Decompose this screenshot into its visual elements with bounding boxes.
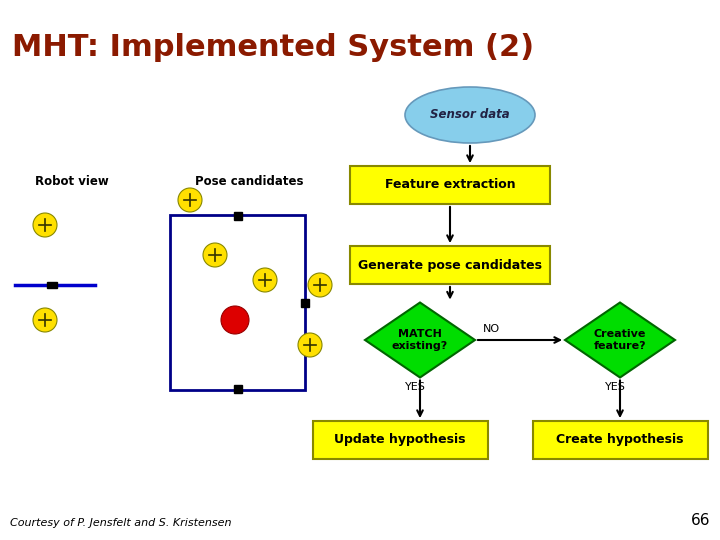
Circle shape [178, 188, 202, 212]
Text: Robot view: Robot view [35, 175, 109, 188]
Polygon shape [565, 302, 675, 377]
Text: Pose candidates: Pose candidates [195, 175, 304, 188]
Text: Feature extraction: Feature extraction [384, 179, 516, 192]
Circle shape [253, 268, 277, 292]
Ellipse shape [405, 87, 535, 143]
Text: Courtesy of P. Jensfelt and S. Kristensen: Courtesy of P. Jensfelt and S. Kristense… [10, 518, 232, 528]
Text: Create hypothesis: Create hypothesis [557, 434, 684, 447]
Text: NO: NO [483, 324, 500, 334]
Polygon shape [301, 299, 309, 307]
Bar [350, 166, 550, 204]
Circle shape [33, 213, 57, 237]
Polygon shape [233, 385, 241, 393]
Text: Creative
feature?: Creative feature? [594, 329, 647, 351]
Text: MATCH
existing?: MATCH existing? [392, 329, 448, 351]
Circle shape [203, 243, 227, 267]
Text: Sensor data: Sensor data [430, 109, 510, 122]
Circle shape [308, 273, 332, 297]
Text: MHT: Implemented System (2): MHT: Implemented System (2) [12, 33, 534, 63]
Bar [170, 215, 305, 390]
Text: Update hypothesis: Update hypothesis [334, 434, 466, 447]
Text: 66: 66 [690, 513, 710, 528]
Polygon shape [365, 302, 475, 377]
Circle shape [33, 308, 57, 332]
Bar [312, 421, 487, 459]
Circle shape [221, 306, 249, 334]
Text: YES: YES [405, 382, 426, 393]
Polygon shape [47, 282, 57, 288]
Text: YES: YES [605, 382, 626, 393]
Text: Generate pose candidates: Generate pose candidates [358, 259, 542, 272]
Bar [350, 246, 550, 284]
Polygon shape [233, 212, 241, 220]
Circle shape [298, 333, 322, 357]
Bar [533, 421, 708, 459]
